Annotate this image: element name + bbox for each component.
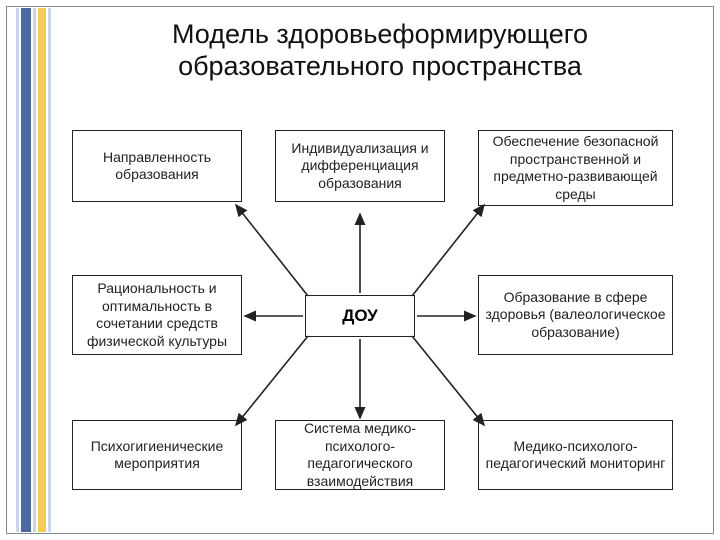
node-label: Направленность образования (79, 149, 235, 184)
slide-title: Модель здоровьеформирующего образователь… (70, 18, 690, 83)
center-node: ДОУ (305, 295, 415, 337)
node-label: Индивидуализация и дифференциация образо… (282, 140, 438, 193)
node-r2c3: Образование в сфере здоровья (валеологич… (478, 275, 673, 355)
node-label: Образование в сфере здоровья (валеологич… (485, 289, 666, 342)
slide-root: Модель здоровьеформирующего образователь… (0, 0, 720, 540)
node-label: Психогигиенические мероприятия (79, 438, 235, 473)
node-r3c2: Система медико-психолого-педагогического… (275, 420, 445, 490)
node-label: Система медико-психолого-педагогического… (282, 420, 438, 490)
node-label: Обеспечение безопасной пространственной … (485, 133, 666, 203)
center-label: ДОУ (342, 306, 378, 326)
node-r2c1: Рациональность и оптимальность в сочетан… (72, 275, 242, 355)
node-r3c1: Психогигиенические мероприятия (72, 420, 242, 490)
node-label: Рациональность и оптимальность в сочетан… (79, 280, 235, 350)
node-label: Медико-психолого-педагогический монитори… (485, 438, 666, 473)
node-r1c1: Направленность образования (72, 130, 242, 202)
node-r3c3: Медико-психолого-педагогический монитори… (478, 420, 673, 490)
node-r1c2: Индивидуализация и дифференциация образо… (275, 130, 445, 202)
side-stripes (8, 8, 52, 532)
node-r1c3: Обеспечение безопасной пространственной … (478, 130, 673, 206)
